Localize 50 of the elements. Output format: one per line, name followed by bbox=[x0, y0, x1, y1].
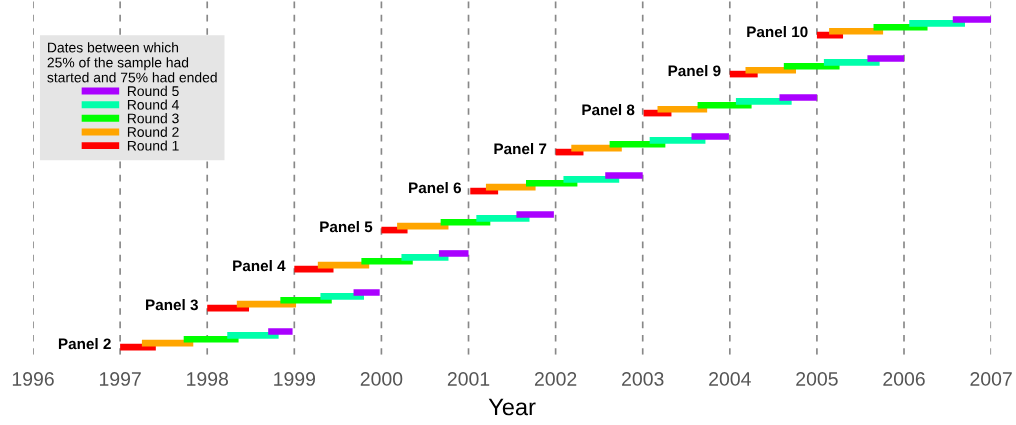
bar bbox=[909, 20, 965, 27]
legend-label: Round 1 bbox=[127, 140, 179, 151]
x-tick-label: 2004 bbox=[709, 372, 751, 386]
legend-label: Round 3 bbox=[127, 113, 179, 124]
y-tick-label: Panel 3 bbox=[146, 299, 198, 311]
bar bbox=[438, 250, 469, 257]
bar bbox=[268, 328, 293, 335]
bar bbox=[280, 296, 332, 304]
bar bbox=[361, 257, 413, 265]
bar bbox=[516, 211, 554, 218]
legend-label: Round 4 bbox=[127, 99, 179, 110]
y-tick-label: Panel 2 bbox=[58, 338, 111, 350]
y-tick-label: Panel 10 bbox=[747, 26, 808, 38]
x-tick-label: 1997 bbox=[99, 372, 141, 386]
legend-label: Round 5 bbox=[127, 85, 179, 97]
x-tick-label: 2003 bbox=[622, 372, 664, 386]
y-tick-label: Panel 7 bbox=[494, 143, 547, 155]
y-tick-label: Panel 9 bbox=[668, 65, 721, 77]
bar bbox=[320, 293, 364, 300]
bar bbox=[401, 254, 449, 261]
x-tick-label: 2001 bbox=[447, 372, 490, 386]
x-tick-label: 2006 bbox=[883, 372, 925, 386]
x-tick-label: 2002 bbox=[534, 372, 577, 386]
bar bbox=[823, 59, 880, 66]
x-axis-title: Year bbox=[488, 398, 536, 416]
bar bbox=[485, 183, 536, 191]
bar bbox=[829, 27, 884, 35]
x-tick-label: 2005 bbox=[796, 372, 838, 386]
bar bbox=[735, 98, 792, 105]
legend-title: Dates between which 25% of the sample had started and 75% had ended bbox=[47, 42, 217, 83]
x-tick-label: 1999 bbox=[274, 372, 316, 386]
x-tick-label: 1996 bbox=[12, 372, 54, 386]
bar bbox=[657, 105, 708, 113]
bar bbox=[605, 172, 643, 179]
bar bbox=[227, 332, 279, 339]
y-tick-label: Panel 8 bbox=[582, 104, 635, 116]
legend-label: Round 2 bbox=[127, 126, 179, 137]
bar bbox=[183, 335, 239, 343]
bar bbox=[779, 94, 817, 101]
bar bbox=[867, 55, 905, 62]
bar bbox=[691, 133, 729, 140]
y-tick-label: Panel 5 bbox=[320, 221, 373, 233]
bar bbox=[353, 289, 380, 296]
x-tick-label: 2007 bbox=[970, 372, 1012, 386]
bar bbox=[571, 144, 622, 152]
y-tick-label: Panel 4 bbox=[233, 260, 286, 272]
bar bbox=[952, 16, 992, 23]
x-tick-label: 1998 bbox=[187, 372, 228, 386]
x-tick-label: 2000 bbox=[360, 372, 403, 386]
y-tick-label: Panel 6 bbox=[409, 182, 461, 194]
